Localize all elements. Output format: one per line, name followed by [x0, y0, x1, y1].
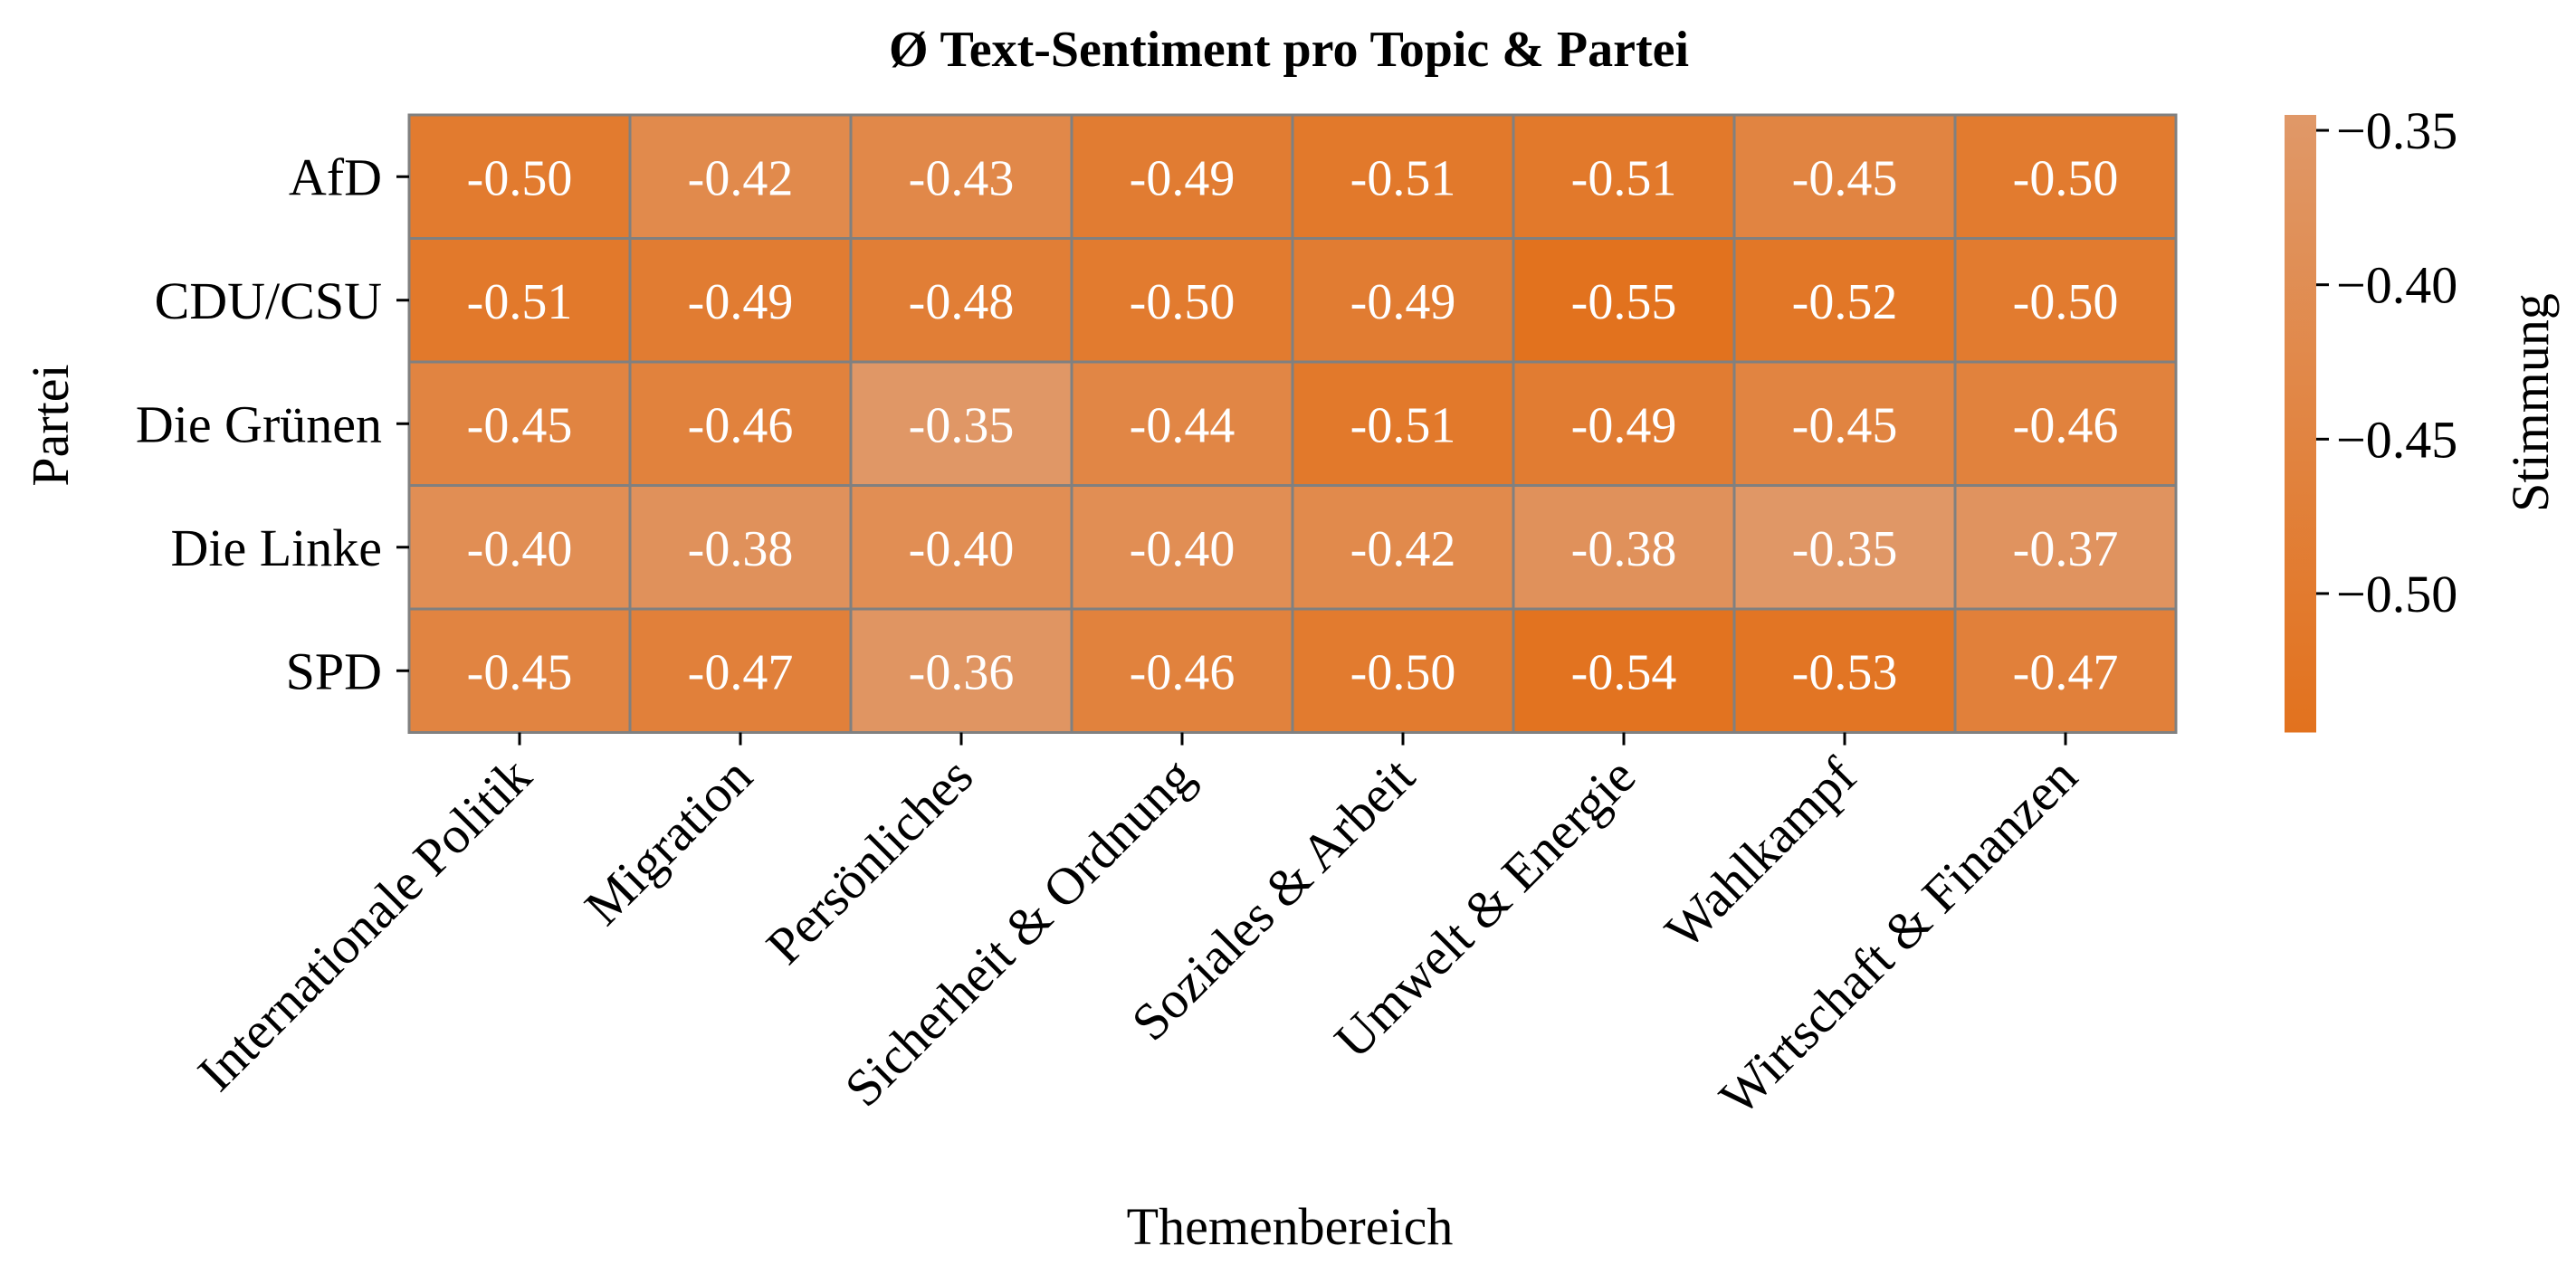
cell-value-label: -0.50: [1350, 644, 1456, 700]
heatmap-cell: [628, 360, 853, 487]
heatmap-cell: [1291, 484, 1515, 611]
heatmap-cell: [1070, 607, 1294, 734]
cell-value-label: -0.49: [1350, 274, 1456, 330]
heatmap-cell: [1732, 607, 1957, 734]
cell-value-label: -0.49: [688, 274, 794, 330]
x-axis-label: Themenbereich: [1127, 1197, 1454, 1256]
colorbar-tick-label: −0.50: [2336, 565, 2457, 623]
cell-value-label: -0.44: [1130, 397, 1236, 453]
heatmap-cell: [1070, 237, 1294, 364]
cell-value-label: -0.48: [909, 274, 1015, 330]
colorbar-tick-label: −0.35: [2336, 101, 2457, 160]
heatmap-cell: [1732, 484, 1957, 611]
heatmap-cell: [1512, 360, 1736, 487]
cell-value-label: -0.40: [909, 521, 1015, 577]
x-tick-label: Migration: [573, 747, 763, 937]
y-tick-label: AfD: [289, 147, 382, 206]
cell-value-label: -0.40: [467, 521, 573, 577]
heatmap-cell: [849, 484, 1073, 611]
heatmap-cell: [407, 113, 632, 240]
cell-value-label: -0.47: [688, 644, 794, 700]
cell-value-label: -0.40: [1130, 521, 1236, 577]
cell-value-label: -0.45: [1792, 150, 1898, 206]
colorbar-tick-label: −0.40: [2336, 256, 2457, 315]
y-axis: AfD CDU/CSU Die Grünen Die Linke SPD: [136, 147, 409, 700]
cell-value-label: -0.50: [2013, 274, 2119, 330]
y-tick-label: Die Linke: [170, 518, 382, 577]
y-tick-label: Die Grünen: [136, 395, 382, 453]
cell-value-label: -0.42: [1350, 521, 1456, 577]
cell-value-label: -0.50: [467, 150, 573, 206]
heatmap-cell: [628, 237, 853, 364]
heatmap-cell: [1070, 484, 1294, 611]
heatmap-cell: [1291, 360, 1515, 487]
colorbar: −0.35 −0.40 −0.45 −0.50: [2285, 101, 2457, 733]
cell-value-label: -0.45: [467, 397, 573, 453]
cell-value-label: -0.37: [2013, 521, 2119, 577]
colorbar-gradient: [2285, 115, 2316, 733]
cell-value-label: -0.46: [688, 397, 794, 453]
heatmap-cell: [1953, 360, 2178, 487]
cell-value-label: -0.36: [909, 644, 1015, 700]
heatmap-cell: [1953, 113, 2178, 240]
heatmap-cell: [628, 113, 853, 240]
x-tick-label: Persönliches: [755, 747, 984, 975]
heatmap-cell: [1512, 113, 1736, 240]
y-tick-label: CDU/CSU: [155, 271, 382, 330]
heatmap-cell: [407, 484, 632, 611]
heatmap-cell: [849, 113, 1073, 240]
cell-value-label: -0.38: [1571, 521, 1677, 577]
heatmap-cell: [1070, 360, 1294, 487]
cell-value-label: -0.50: [2013, 150, 2119, 206]
heatmap-cell: [849, 360, 1073, 487]
cell-value-label: -0.46: [2013, 397, 2119, 453]
cell-value-label: -0.43: [909, 150, 1015, 206]
heatmap-cell: [1953, 237, 2178, 364]
y-tick-label: SPD: [286, 642, 382, 700]
cell-value-label: -0.46: [1130, 644, 1236, 700]
cell-value-label: -0.35: [1792, 521, 1898, 577]
cell-value-label: -0.49: [1571, 397, 1677, 453]
cell-value-label: -0.45: [467, 644, 573, 700]
cell-value-label: -0.55: [1571, 274, 1677, 330]
cell-value-label: -0.51: [1350, 150, 1456, 206]
cell-value-label: -0.51: [1571, 150, 1677, 206]
heatmap-cell: [1512, 237, 1736, 364]
cell-value-label: -0.54: [1571, 644, 1677, 700]
cell-value-label: -0.49: [1130, 150, 1236, 206]
heatmap-cell: [1732, 360, 1957, 487]
x-tick-label: Internationale Politik: [186, 747, 542, 1102]
cell-value-label: -0.50: [1130, 274, 1236, 330]
heatmap-cell: [1953, 607, 2178, 734]
cell-value-label: -0.47: [2013, 644, 2119, 700]
cell-value-label: -0.53: [1792, 644, 1898, 700]
cell-value-label: -0.38: [688, 521, 794, 577]
heatmap-cell: [1291, 607, 1515, 734]
heatmap-cells: -0.50 -0.42 -0.43 -0.49 -0.51 -0.51 -0.45 -0.50…: [407, 113, 2178, 734]
x-tick-label: Wirtschaft & Finanzen: [1708, 747, 2088, 1127]
colorbar-tick-label: −0.45: [2336, 410, 2457, 469]
cell-value-label: -0.51: [467, 274, 573, 330]
x-axis: Internationale Politik MigrationPersönlic…: [186, 732, 2088, 1127]
cell-value-label: -0.42: [688, 150, 794, 206]
chart-title: Ø Text-Sentiment pro Topic & Partei: [889, 22, 1689, 78]
cell-value-label: -0.52: [1792, 274, 1898, 330]
colorbar-label: Stimmung: [2501, 293, 2560, 512]
x-tick-label: Wahlkampf: [1654, 746, 1868, 960]
cell-value-label: -0.35: [909, 397, 1015, 453]
y-axis-label: Partei: [21, 364, 80, 486]
cell-value-label: -0.45: [1792, 397, 1898, 453]
cell-value-label: -0.51: [1350, 397, 1456, 453]
